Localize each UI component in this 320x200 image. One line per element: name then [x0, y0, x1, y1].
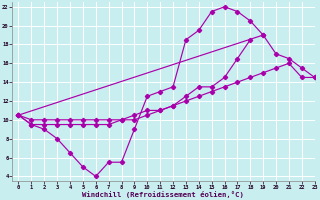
X-axis label: Windchill (Refroidissement éolien,°C): Windchill (Refroidissement éolien,°C) — [83, 191, 244, 198]
